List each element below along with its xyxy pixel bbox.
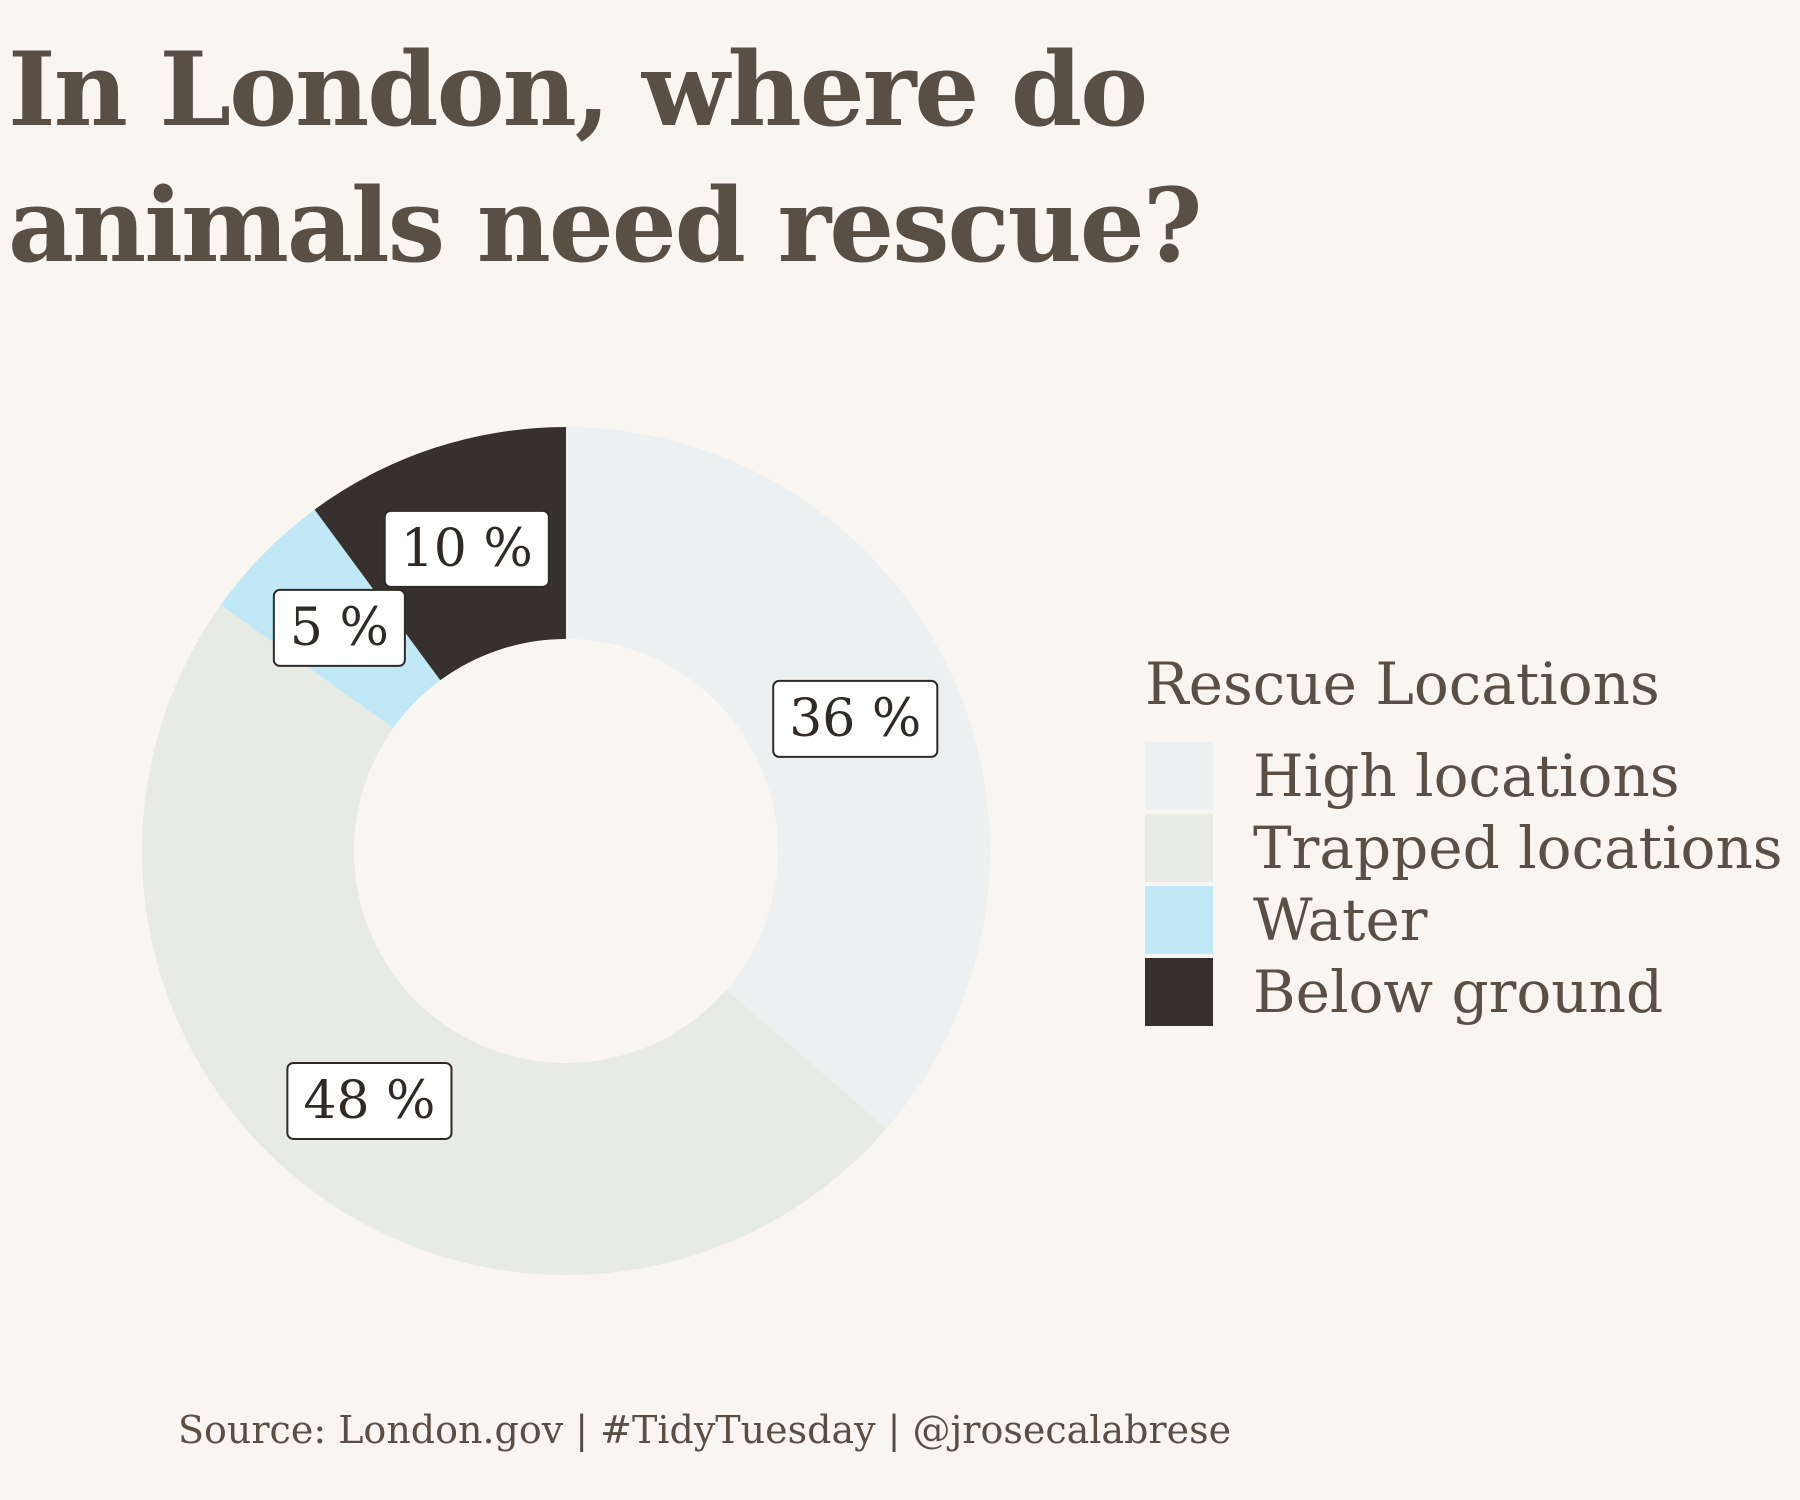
donut-slice-high-locations bbox=[566, 427, 991, 1129]
legend-label: High locations bbox=[1253, 742, 1680, 810]
legend-item-water: Water bbox=[1145, 884, 1783, 956]
legend-swatch bbox=[1145, 814, 1213, 882]
slice-label-text: 5 % bbox=[290, 598, 389, 658]
legend: Rescue Locations High locations Trapped … bbox=[1145, 650, 1783, 1028]
slice-label-text: 10 % bbox=[401, 519, 533, 579]
legend-label: Water bbox=[1253, 886, 1428, 954]
legend-item-high-locations: High locations bbox=[1145, 740, 1783, 812]
slice-label: 36 % bbox=[772, 679, 939, 758]
legend-label: Below ground bbox=[1253, 958, 1664, 1026]
slice-label: 10 % bbox=[383, 509, 550, 588]
slice-label-text: 36 % bbox=[789, 689, 921, 749]
slice-label: 48 % bbox=[286, 1061, 453, 1140]
legend-item-trapped-locations: Trapped locations bbox=[1145, 812, 1783, 884]
slice-label-box bbox=[383, 509, 550, 588]
donut-labels: 36 % 48 % 5 %10 % bbox=[272, 509, 939, 1140]
legend-label: Trapped locations bbox=[1253, 814, 1783, 882]
slice-label-box bbox=[272, 588, 406, 667]
slice-label-box bbox=[772, 679, 939, 758]
source-caption: Source: London.gov | #TidyTuesday | @jro… bbox=[178, 1408, 1232, 1452]
legend-swatch bbox=[1145, 742, 1213, 810]
chart-title: In London, where do animals need rescue? bbox=[8, 30, 1202, 286]
slice-label: 5 % bbox=[272, 588, 406, 667]
slice-label-text: 48 % bbox=[303, 1071, 435, 1131]
legend-swatch bbox=[1145, 958, 1213, 1026]
legend-swatch bbox=[1145, 886, 1213, 954]
slice-label-box bbox=[286, 1061, 453, 1140]
donut-slices bbox=[141, 427, 991, 1276]
legend-title: Rescue Locations bbox=[1145, 650, 1660, 718]
legend-item-below-ground: Below ground bbox=[1145, 956, 1783, 1028]
